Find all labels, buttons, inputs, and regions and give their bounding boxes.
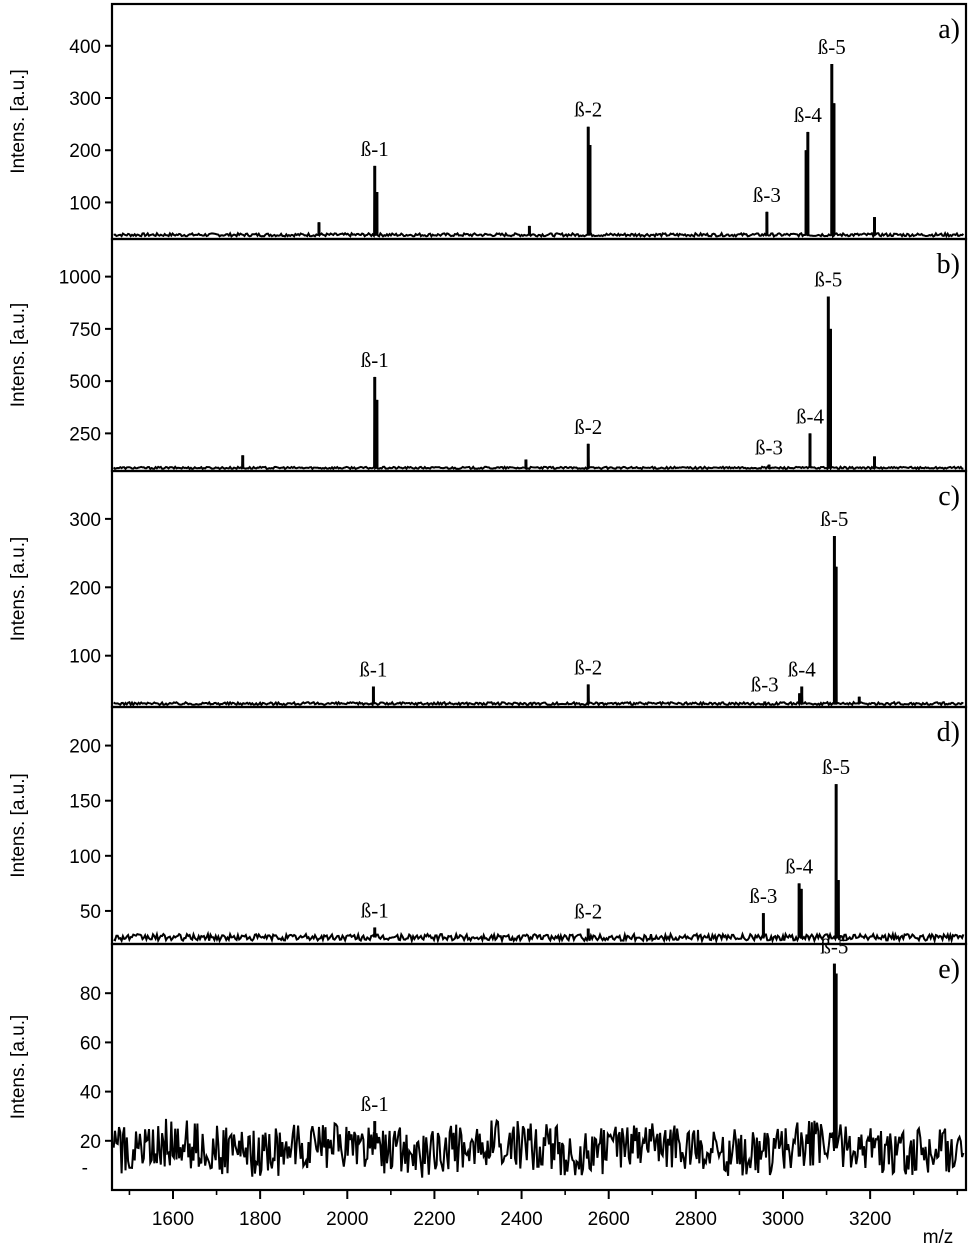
peak-label: ß-2 [574,655,602,679]
peak-label: ß-4 [796,404,824,428]
x-axis-label: m/z [923,1227,954,1248]
peak-label: ß-5 [814,267,842,291]
peak-label: ß-1 [361,898,389,922]
y-tick-label: 100 [69,647,101,668]
panel-label: e) [938,954,960,985]
y-tick-label: 80 [80,984,101,1005]
panel-b: 250 500 750 1000 Intens. [a.u.] b) ß-1 ß-2 ß-3 ß-… [8,237,968,473]
y-tick-label: 300 [69,89,101,110]
y-tick-label: 250 [69,424,101,445]
y-tick-label: 100 [69,193,101,214]
peak-label: ß-2 [574,415,602,439]
panel-d: 50 100 150 200 Intens. [a.u.] d) ß-1 ß-2 ß-3 ß-4 ß… [8,705,968,946]
y-tick-label: 60 [80,1033,101,1054]
spectrum-trace [112,963,965,1178]
panel-frame [110,942,968,1192]
x-tick-label: 3000 [762,1209,804,1230]
panel-label: d) [937,717,960,748]
y-axis-label: Intens. [a.u.] [8,1015,29,1120]
peak-label: ß-5 [820,935,848,959]
panel-label: b) [937,249,960,280]
y-tick-label: 500 [69,372,101,393]
x-tick-label: 3200 [849,1209,891,1230]
peak-label: ß-3 [753,183,781,207]
y-tick-label: 750 [69,320,101,341]
y-tick-label: 400 [69,37,101,58]
panel-a: 100 200 300 400 Intens. [a.u.] a) ß-1 ß-2 ß-3 ß-4… [8,2,968,241]
spectrum-trace [113,64,965,239]
y-tick-label: 200 [69,737,101,758]
y-axis-label: Intens. [a.u.] [8,303,29,408]
x-tick-label: 1600 [152,1209,194,1230]
y-tick-label: 150 [69,792,101,813]
x-tick-label: 2000 [326,1209,368,1230]
x-tick-label: 2200 [413,1209,455,1230]
x-tick-label: 2400 [500,1209,542,1230]
spectrum-trace [112,296,964,472]
x-tick-label: 2800 [675,1209,717,1230]
y-tick-label: 200 [69,141,101,162]
peak-label: ß-1 [361,137,389,161]
panels-layer: 100 200 300 400 Intens. [a.u.] a) ß-1 ß-2 ß-3 ß-4… [8,2,968,1192]
y-axis-label: Intens. [a.u.] [8,773,29,878]
peak-label: ß-5 [822,755,850,779]
peak-label: ß-3 [749,884,777,908]
peak-label: ß-1 [361,348,389,372]
y-tick-label: 200 [69,578,101,599]
y-tick-label: 20 [80,1132,101,1153]
y-axis-label: Intens. [a.u.] [8,537,29,642]
peak-label: ß-3 [751,673,779,697]
y-axis-label: Intens. [a.u.] [8,69,29,174]
x-tick-label: 2600 [588,1209,630,1230]
peak-label: ß-4 [794,103,822,127]
spectrum-trace [113,535,964,707]
x-tick-label: 1800 [239,1209,281,1230]
panel-e: 20 40 60 80 - Intens. [a.u.] e) ß-1 ß-5 [8,935,968,1192]
peak-label: ß-1 [359,657,387,681]
y-tick-label: 1000 [59,268,101,289]
y-tick-label: 40 [80,1083,101,1104]
x-axis: 1600 1800 2000 2200 2400 2600 2800 3000 3200 [128,1190,959,1230]
panel-label: a) [938,14,960,45]
spectrum-trace [113,784,965,945]
y-tick-label: 300 [69,510,101,531]
peak-label: ß-2 [574,98,602,122]
peak-label: ß-1 [361,1092,389,1116]
peak-label: ß-3 [755,436,783,460]
peak-label: ß-4 [785,854,813,878]
peak-label: ß-5 [820,507,848,531]
peak-label: ß-5 [818,35,846,59]
panel-c: 100 200 300 Intens. [a.u.] c) ß-1 ß-2 ß-3 ß-4 ß-5 [8,469,968,709]
y-tick-label: 50 [80,902,101,923]
peak-label: ß-4 [788,657,816,681]
y-tick-label: 100 [69,847,101,868]
peak-label: ß-2 [574,900,602,924]
panel-label: c) [938,481,960,512]
y-tick-label: - [82,1158,88,1179]
